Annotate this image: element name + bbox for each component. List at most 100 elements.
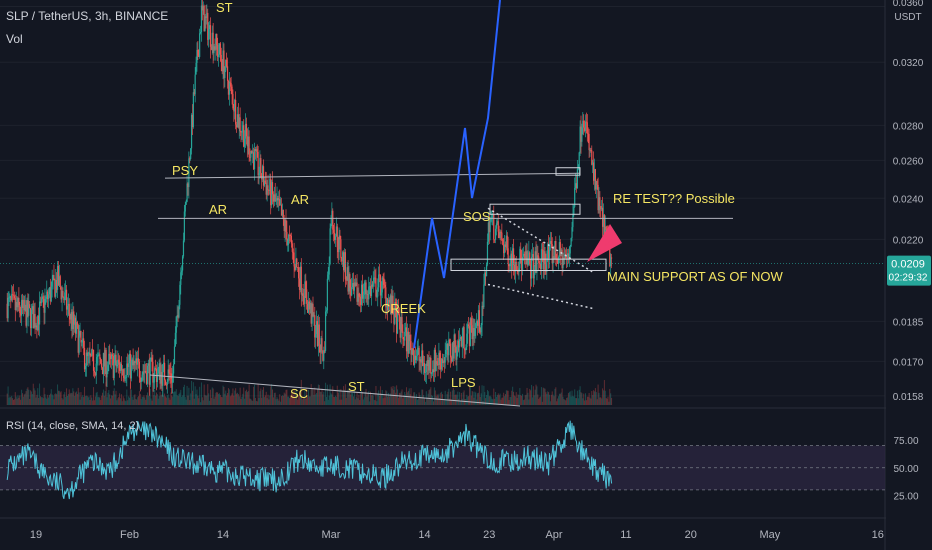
candle-body [301,293,303,295]
candle-body [577,168,579,170]
volume-bar [108,390,110,405]
candle-body [163,362,165,365]
volume-bar [212,388,214,405]
candle-body [128,363,130,367]
volume-bar [163,395,165,405]
candle-body [364,282,366,292]
volume-bar [19,395,21,405]
volume-bar [533,395,535,405]
candle-body [381,277,383,293]
candle-body [296,258,298,268]
volume-bar [77,387,79,405]
candle-body [477,310,480,326]
candle-body [12,294,15,296]
candle-body [526,251,528,265]
volume-bar [281,395,283,405]
candle-body [184,204,186,212]
volume-bar [585,393,587,405]
volume-bar [414,392,416,405]
volume-bar [587,396,589,405]
volume-bar [240,399,242,405]
volume-bar [313,394,315,405]
volume-bar [542,387,544,405]
candle-body [467,324,469,334]
volume-bar [304,391,306,405]
volume-bar [577,398,579,405]
candle-body [238,117,240,128]
candle-body [581,127,583,142]
candle-body [530,257,533,279]
candle-body [392,295,394,315]
candle-body [162,364,164,386]
rsi-pane [0,420,885,500]
time-tick-label: 11 [620,529,631,541]
candle-body [25,304,27,326]
candle-body [541,249,543,251]
volume-bar [606,398,608,405]
candle-body [83,347,86,370]
volume-bar [146,395,148,405]
volume-bar [576,390,578,405]
candle-body [94,372,96,376]
candle-body [429,357,431,371]
candle-body [476,321,479,326]
volume-bar [214,396,216,405]
candle-body [563,257,565,260]
volume-bar [107,392,109,405]
candle-body [597,184,599,211]
candle-body [113,362,115,378]
volume-bar [219,394,221,405]
volume-bar [457,391,459,405]
volume-bar [466,394,468,405]
volume-bar [556,401,558,405]
volume-bar [282,395,284,405]
candle-body [349,274,351,288]
rsi-tick-label: 75.00 [893,436,918,447]
volume-bar [357,398,359,405]
volume-bar [569,391,571,405]
candle-body [610,257,612,267]
volume-bar [14,392,16,405]
volume-bar [470,395,472,405]
candle-body [116,364,118,367]
candle-body [267,185,269,191]
volume-bar [593,391,595,405]
candle-body [333,229,335,233]
volume-bar [344,384,346,405]
candle-body [237,114,239,128]
candle-body [213,46,215,54]
candle-body [181,256,184,271]
volume-bar [380,394,382,405]
volume-bar [160,395,162,405]
candle-body [15,302,17,311]
candle-body [308,301,310,310]
candle-body [529,252,531,265]
volume-bar [400,391,402,405]
volume-bar [24,393,26,405]
candle-body [32,306,34,329]
candle-body [455,347,457,360]
volume-bar [245,391,247,405]
candle-body [110,355,112,360]
volume-bar [176,395,178,405]
candle-body [219,43,221,55]
volume-bar [608,401,610,405]
volume-bar [545,392,547,405]
volume-bar [411,396,413,405]
volume-bar [604,390,606,405]
volume-bar [41,397,43,405]
volume-bar [330,393,332,405]
volume-bar [500,399,502,405]
volume-bar [33,388,35,405]
candle-body [428,360,430,371]
candle-body [389,295,391,303]
candle-body [588,134,590,151]
volume-bar [395,392,397,405]
volume-bar [589,397,591,405]
volume-bar [268,399,270,405]
volume-bar [141,396,143,405]
candle-body [343,252,346,271]
price-tick-label: 0.0185 [893,317,924,328]
